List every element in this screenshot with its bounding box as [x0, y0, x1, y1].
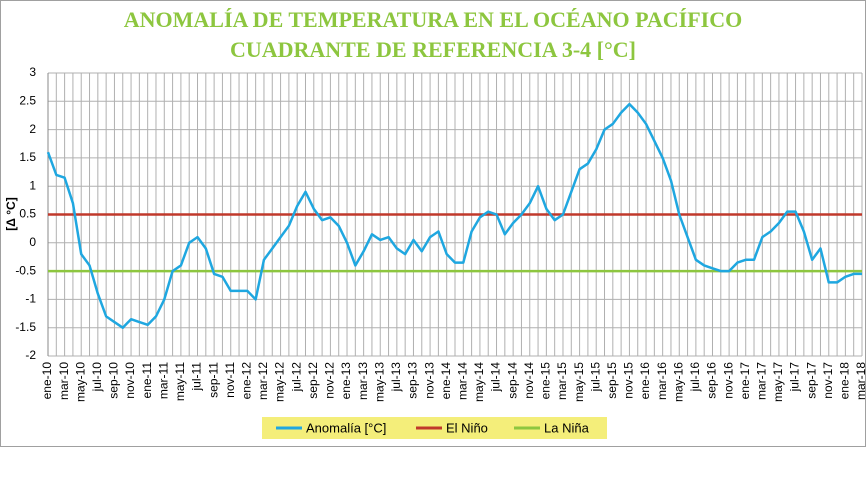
legend-label: Anomalía [°C] — [306, 420, 386, 435]
x-tick-label: nov-17 — [821, 362, 835, 399]
x-tick-label: nov-10 — [123, 362, 137, 399]
x-tick-label: jul-17 — [788, 362, 802, 393]
chart-subtitle: CUADRANTE DE REFERENCIA 3-4 [°C] — [230, 37, 636, 62]
y-tick-label: -0.5 — [15, 263, 36, 277]
x-tick-label: mar-15 — [555, 362, 569, 400]
x-tick-label: ene-13 — [339, 362, 353, 400]
y-axis-label: [Δ °C] — [4, 197, 18, 230]
x-tick-label: jul-12 — [289, 362, 303, 393]
x-tick-label: ene-15 — [539, 362, 553, 400]
x-tick-label: ene-10 — [40, 362, 54, 400]
x-tick-label: ene-18 — [838, 362, 852, 400]
x-tick-label: jul-11 — [190, 362, 204, 392]
x-tick-label: sep-13 — [406, 362, 420, 399]
x-tick-label: sep-14 — [505, 362, 519, 399]
x-tick-label: nov-12 — [323, 362, 337, 399]
x-tick-label: mar-14 — [455, 362, 469, 400]
x-tick-label: sep-10 — [107, 362, 121, 399]
chart-title: ANOMALÍA DE TEMPERATURA EN EL OCÉANO PAC… — [124, 7, 743, 32]
x-tick-label: may-15 — [572, 362, 586, 402]
x-tick-label: nov-11 — [223, 362, 237, 398]
y-tick-label: 3 — [29, 65, 36, 79]
x-tick-label: ene-11 — [140, 362, 154, 399]
x-tick-label: may-10 — [73, 362, 87, 402]
x-tick-label: ene-17 — [738, 362, 752, 400]
x-tick-label: jul-10 — [90, 362, 104, 393]
x-tick-label: jul-15 — [588, 362, 602, 393]
x-tick-label: jul-14 — [489, 362, 503, 393]
y-tick-label: 2 — [29, 122, 36, 136]
legend-label: El Niño — [446, 420, 488, 435]
x-tick-label: nov-15 — [622, 362, 636, 399]
y-tick-label: 0 — [29, 235, 36, 249]
y-tick-label: -2 — [25, 348, 36, 362]
x-tick-label: sep-16 — [705, 362, 719, 399]
x-tick-label: sep-12 — [306, 362, 320, 399]
x-tick-label: may-14 — [472, 362, 486, 402]
x-tick-label: nov-13 — [422, 362, 436, 399]
x-tick-label: sep-15 — [605, 362, 619, 399]
x-tick-label: mar-18 — [854, 362, 867, 400]
x-tick-label: may-12 — [273, 362, 287, 402]
y-tick-label: 1.5 — [19, 150, 36, 164]
legend-label: La Niña — [544, 420, 590, 435]
x-tick-label: mar-17 — [754, 362, 768, 400]
x-tick-label: ene-16 — [638, 362, 652, 400]
x-tick-label: mar-11 — [156, 362, 170, 399]
x-tick-label: sep-11 — [206, 362, 220, 398]
x-tick-label: may-11 — [173, 362, 187, 401]
x-tick-label: mar-12 — [256, 362, 270, 400]
y-tick-label: 2.5 — [19, 93, 36, 107]
x-tick-label: nov-14 — [522, 362, 536, 399]
x-tick-label: ene-12 — [240, 362, 254, 400]
y-tick-label: 0.5 — [19, 207, 36, 221]
x-tick-label: jul-13 — [389, 362, 403, 393]
x-tick-label: jul-16 — [688, 362, 702, 393]
chart-frame — [0, 0, 866, 447]
y-tick-label: -1 — [25, 292, 36, 306]
x-tick-label: mar-13 — [356, 362, 370, 400]
data-line — [46, 102, 862, 329]
x-tick-label: may-13 — [372, 362, 386, 402]
x-tick-label: may-16 — [671, 362, 685, 402]
x-tick-label: may-17 — [771, 362, 785, 402]
x-tick-label: mar-10 — [57, 362, 71, 400]
x-tick-label: nov-16 — [721, 362, 735, 399]
x-tick-label: mar-16 — [655, 362, 669, 400]
x-tick-label: ene-14 — [439, 362, 453, 400]
y-tick-label: -1.5 — [15, 320, 36, 334]
x-tick-label: sep-17 — [804, 362, 818, 399]
y-tick-label: 1 — [29, 178, 36, 192]
